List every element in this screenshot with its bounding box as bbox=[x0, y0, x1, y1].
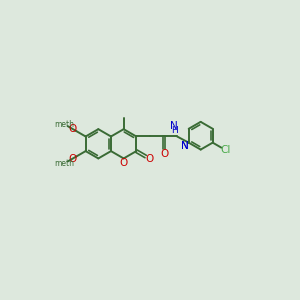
Text: N: N bbox=[181, 142, 189, 152]
Text: meth: meth bbox=[54, 120, 74, 129]
Text: O: O bbox=[68, 124, 77, 134]
Text: meth: meth bbox=[54, 159, 74, 168]
Text: O: O bbox=[160, 149, 168, 159]
Text: N: N bbox=[181, 142, 189, 152]
Text: O: O bbox=[119, 158, 128, 168]
Text: O: O bbox=[68, 154, 77, 164]
Text: H: H bbox=[171, 126, 177, 135]
Text: O: O bbox=[146, 154, 154, 164]
Text: N: N bbox=[170, 121, 178, 131]
Text: Cl: Cl bbox=[221, 145, 231, 155]
